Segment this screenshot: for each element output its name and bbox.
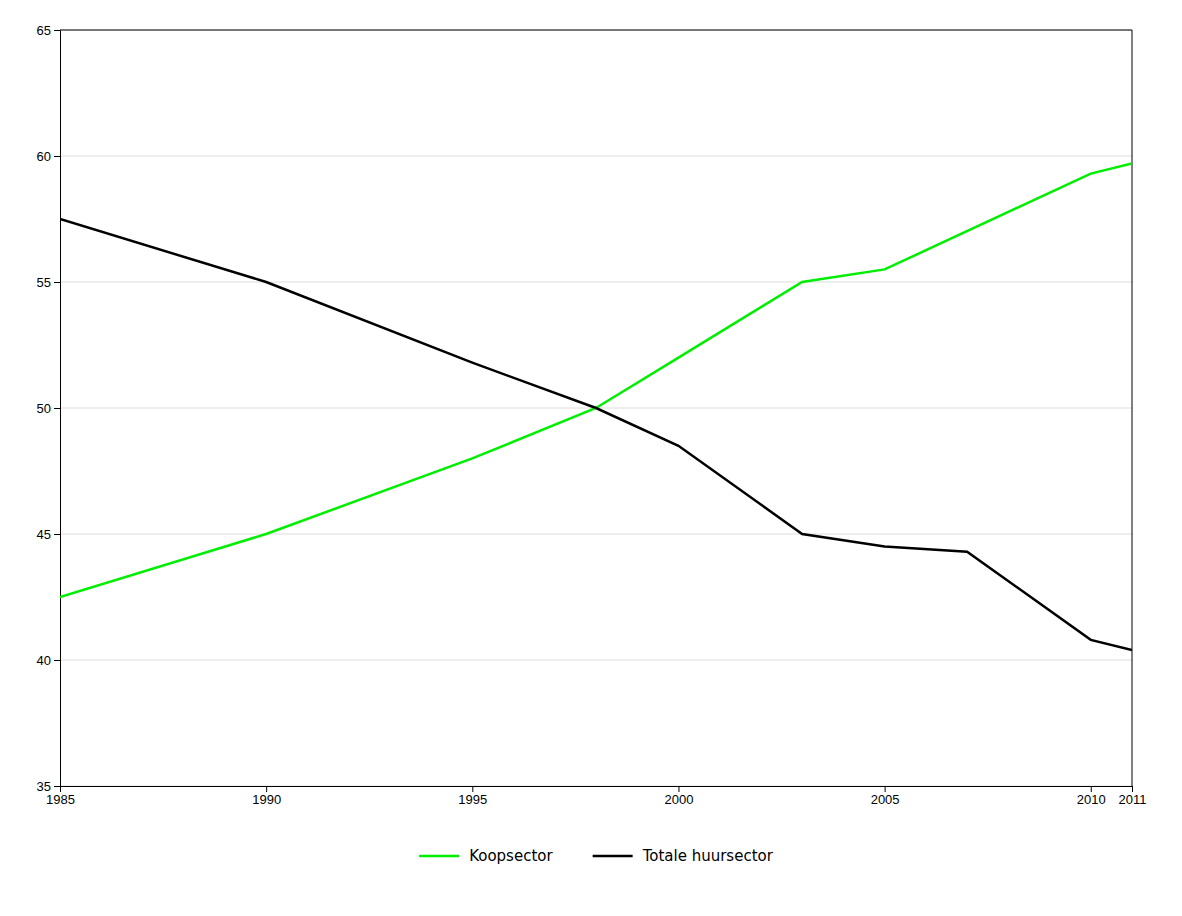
- x-tick-label: 2005: [871, 792, 900, 807]
- y-axis-line: [54, 31, 61, 787]
- y-tick-mark: [54, 660, 60, 661]
- y-tick-mark: [54, 30, 60, 31]
- x-axis-line: [61, 787, 1133, 793]
- x-tick-label: 2011: [1119, 792, 1147, 807]
- x-tick: 2005: [871, 786, 900, 807]
- x-tick: 2000: [665, 786, 694, 807]
- x-tick-mark: [1132, 786, 1133, 792]
- y-tick: 65: [37, 23, 60, 38]
- series-line: [60, 164, 1132, 597]
- legend-item: Totale huursector: [593, 847, 774, 865]
- y-tick-label: 35: [37, 779, 51, 794]
- x-tick-label: 2000: [665, 792, 694, 807]
- y-tick-label: 40: [37, 653, 51, 668]
- y-tick-mark: [54, 282, 60, 283]
- y-tick: 35: [37, 779, 60, 794]
- x-tick: 2011: [1119, 786, 1147, 807]
- grid: [60, 30, 1132, 786]
- y-tick: 50: [37, 401, 60, 416]
- legend-swatch: [419, 855, 459, 858]
- legend-label: Koopsector: [469, 847, 553, 865]
- x-tick: 1995: [458, 786, 487, 807]
- grid-line: [60, 660, 1132, 661]
- y-tick-label: 45: [37, 527, 51, 542]
- chart-svg: 1985 1990 1995 2000 2005 2010 2011 35 40 45 50 55 60…: [0, 0, 1182, 916]
- y-tick-label: 50: [37, 401, 51, 416]
- legend-label: Totale huursector: [642, 847, 774, 865]
- y-tick-label: 55: [37, 275, 51, 290]
- y-tick-mark: [54, 534, 60, 535]
- series-line: [60, 219, 1132, 650]
- plot: 1985 1990 1995 2000 2005 2010 2011 35 40 45 50 55 60…: [37, 23, 1147, 808]
- y-tick: 45: [37, 527, 60, 542]
- x-tick-mark: [1091, 786, 1092, 792]
- y-tick-mark: [54, 786, 60, 787]
- y-tick-mark: [54, 408, 60, 409]
- grid-line: [60, 30, 1132, 31]
- y-tick-mark: [54, 156, 60, 157]
- y-tick: 60: [37, 149, 60, 164]
- grid-line: [60, 156, 1132, 157]
- legend-item: Koopsector: [419, 847, 553, 865]
- y-tick: 55: [37, 275, 60, 290]
- x-tick-label: 1995: [458, 792, 487, 807]
- y-tick: 40: [37, 653, 60, 668]
- chart-container: 1985 1990 1995 2000 2005 2010 2011 35 40 45 50 55 60…: [0, 0, 1182, 916]
- grid-line: [60, 534, 1132, 535]
- series-group: [60, 164, 1132, 650]
- x-axis: 1985 1990 1995 2000 2005 2010 2011: [46, 786, 1146, 807]
- grid-line: [60, 282, 1132, 283]
- legend-swatch: [593, 855, 633, 858]
- x-tick-label: 1990: [252, 792, 281, 807]
- x-tick: 1990: [252, 786, 281, 807]
- y-axis: 35 40 45 50 55 60 65: [37, 23, 61, 794]
- x-tick-mark: [472, 786, 473, 792]
- x-tick-mark: [678, 786, 679, 792]
- x-tick-label: 1985: [46, 792, 75, 807]
- x-tick-label: 2010: [1077, 792, 1106, 807]
- frame-top: [60, 30, 1132, 31]
- x-tick-mark: [885, 786, 886, 792]
- legend: Koopsector Totale huursector: [419, 847, 774, 865]
- y-tick-label: 60: [37, 149, 51, 164]
- frame-right: [1132, 30, 1133, 786]
- x-tick: 2010: [1077, 786, 1106, 807]
- x-tick-mark: [266, 786, 267, 792]
- y-tick-label: 65: [37, 23, 51, 38]
